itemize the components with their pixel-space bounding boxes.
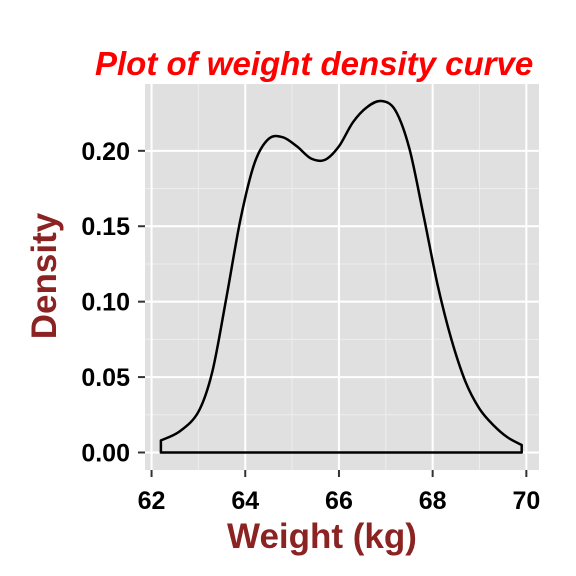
minor-gridlines	[145, 84, 539, 470]
chart-title: Plot of weight density curve	[95, 45, 533, 82]
y-tick-label: 0.00	[81, 440, 130, 468]
y-tick-label: 0.10	[81, 289, 130, 317]
density-curve	[159, 99, 523, 454]
plot-panel	[145, 84, 539, 470]
x-tick-label: 70	[512, 487, 540, 515]
x-tick-label: 64	[231, 487, 259, 515]
x-tick-label: 66	[325, 487, 353, 515]
x-tick-label: 68	[419, 487, 447, 515]
y-tick-label: 0.15	[81, 213, 130, 241]
y-tick-label: 0.05	[81, 364, 130, 392]
y-axis-ticks	[138, 149, 145, 454]
y-axis-title: Density	[25, 212, 64, 339]
y-tick-label: 0.20	[81, 138, 130, 166]
y-axis-tick-labels: 0.00 0.05 0.10 0.15 0.20	[81, 138, 130, 468]
x-axis-ticks	[150, 470, 528, 477]
x-axis-tick-labels: 62 64 66 68 70	[138, 487, 541, 515]
x-axis-title: Weight (kg)	[227, 517, 417, 556]
x-tick-label: 62	[138, 487, 166, 515]
